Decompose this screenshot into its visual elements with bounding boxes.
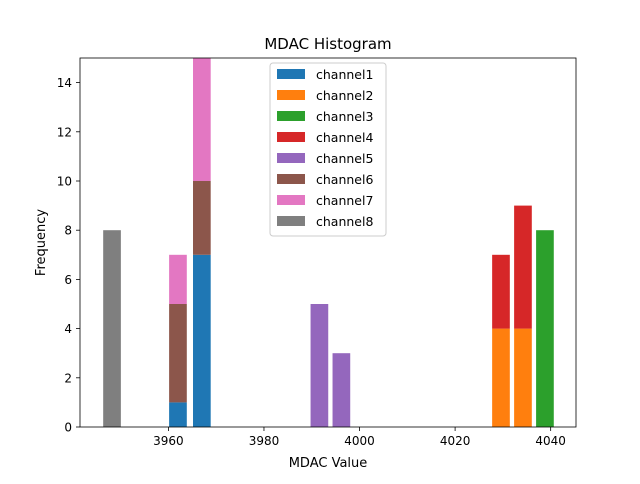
legend-box	[269, 62, 387, 237]
axes-frame	[79, 57, 577, 428]
x-tick-label: 4040	[535, 434, 566, 448]
y-tick-label: 2	[64, 371, 72, 385]
legend-label-channel3: channel3	[316, 109, 373, 124]
bar-channel7-0	[169, 254, 187, 304]
legend-label-channel8: channel8	[316, 214, 373, 229]
legend-swatch-channel4	[277, 132, 305, 142]
legend-label-channel7: channel7	[316, 193, 373, 208]
x-tick-label: 3960	[153, 434, 184, 448]
bar-channel1-1	[193, 254, 211, 427]
y-axis-label: Frequency	[34, 209, 49, 276]
legend: channel1 channel2 channel3 channel4 channel5…	[269, 62, 387, 237]
y-axis-ticks: 0 2 4 6 8 10 12 14	[57, 76, 80, 435]
bar-channel4-1	[514, 205, 532, 329]
x-axis-ticks: 3960 3980 4000 4020 4040	[153, 427, 566, 448]
bar-channel6-0	[169, 304, 187, 403]
bar-channel2-0	[492, 328, 510, 427]
y-tick-label: 10	[57, 175, 72, 189]
legend-label-channel4: channel4	[316, 130, 373, 145]
legend-swatch-channel2	[277, 90, 305, 100]
x-tick-label: 4020	[440, 434, 471, 448]
bar-channel7-1	[193, 58, 211, 181]
y-tick-label: 6	[64, 273, 72, 287]
x-tick-label: 4000	[344, 434, 375, 448]
x-tick-label: 3980	[249, 434, 280, 448]
legend-swatch-channel1	[277, 69, 305, 79]
x-axis-label: MDAC Value	[289, 456, 368, 471]
y-tick-label: 0	[64, 421, 72, 435]
bars-layer	[103, 58, 554, 427]
y-tick-label: 4	[64, 322, 72, 336]
legend-swatch-channel6	[277, 174, 305, 184]
bar-channel5-1	[332, 353, 351, 427]
y-tick-label: 12	[57, 125, 72, 139]
legend-swatch-channel8	[277, 216, 305, 226]
bar-channel2-1	[514, 328, 532, 427]
legend-swatch-channel3	[277, 111, 305, 121]
legend-label-channel6: channel6	[316, 172, 373, 187]
chart-title: MDAC Histogram	[264, 35, 391, 53]
legend-label-channel2: channel2	[316, 88, 373, 103]
legend-swatch-channel5	[277, 153, 305, 163]
bar-channel5-0	[310, 304, 329, 427]
bar-channel1-0	[169, 402, 187, 427]
bar-channel8-0	[103, 230, 121, 427]
y-tick-label: 14	[57, 76, 72, 90]
y-tick-label: 8	[64, 224, 72, 238]
legend-label-channel1: channel1	[316, 67, 373, 82]
bar-channel3-0	[536, 230, 554, 427]
bar-channel6-1	[193, 181, 211, 255]
legend-swatch-channel7	[277, 195, 305, 205]
bar-channel4-0	[492, 254, 510, 329]
legend-label-channel5: channel5	[316, 151, 373, 166]
